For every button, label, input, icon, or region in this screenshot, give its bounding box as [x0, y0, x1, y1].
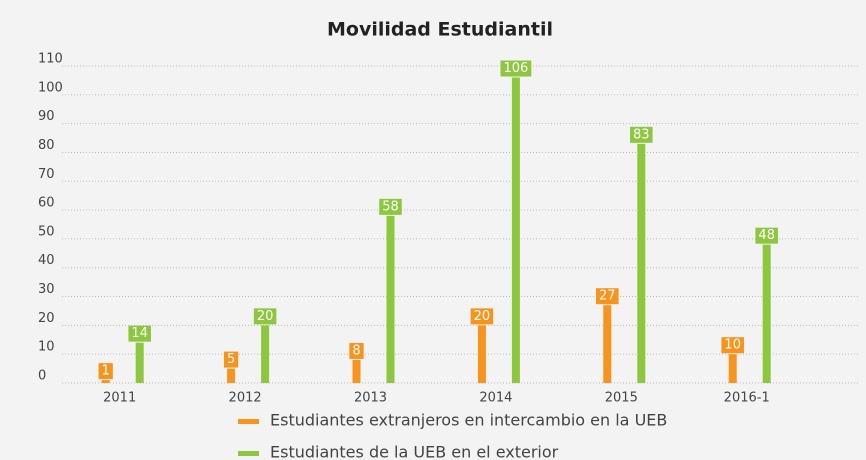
- y-tick-label: 90: [38, 109, 55, 124]
- legend-label: Estudiantes de la UEB en el exterior: [270, 443, 559, 460]
- y-tick-label: 40: [38, 253, 55, 268]
- y-tick-label: 0: [38, 369, 46, 384]
- y-tick-label: 70: [38, 167, 55, 182]
- value-label: 27: [599, 289, 616, 304]
- x-tick-label: 2016-1: [724, 391, 770, 406]
- value-label: 48: [758, 228, 775, 243]
- x-tick-label: 2015: [605, 391, 638, 406]
- chart-title: Movilidad Estudiantil: [327, 19, 553, 41]
- value-label-box: [596, 288, 619, 305]
- value-label-box: [253, 308, 277, 325]
- legend-swatch: [238, 419, 259, 424]
- y-tick-label: 50: [38, 224, 55, 239]
- value-label: 20: [257, 309, 274, 324]
- value-label-box: [128, 325, 151, 342]
- value-label-box: [500, 60, 532, 77]
- y-tick-label: 80: [38, 138, 55, 153]
- value-label: 106: [503, 61, 528, 76]
- x-tick-label: 2012: [229, 391, 262, 406]
- y-tick-label: 100: [38, 80, 63, 95]
- value-label-box: [379, 198, 402, 215]
- bar: [135, 342, 144, 383]
- value-label-box: [721, 337, 744, 354]
- y-tick-label: 30: [38, 282, 55, 297]
- value-label-box: [630, 126, 653, 143]
- bar: [477, 325, 486, 383]
- value-label-box: [755, 227, 778, 244]
- legend-swatch: [238, 451, 259, 456]
- value-label: 5: [227, 352, 235, 367]
- bar: [261, 325, 270, 383]
- bar: [352, 359, 361, 383]
- bar: [101, 380, 110, 383]
- y-tick-label: 10: [38, 340, 55, 355]
- bar: [728, 354, 737, 383]
- bar: [511, 77, 520, 383]
- value-label-box: [470, 308, 494, 325]
- value-label: 10: [724, 338, 741, 353]
- bar: [227, 368, 236, 383]
- value-label: 20: [474, 309, 491, 324]
- value-label-box: [98, 363, 113, 380]
- value-label: 8: [352, 343, 360, 358]
- value-label: 14: [131, 326, 148, 341]
- x-tick-label: 2011: [103, 391, 136, 406]
- legend-label: Estudiantes extranjeros en intercambio e…: [270, 411, 667, 430]
- bar: [386, 215, 395, 383]
- value-label-box: [223, 351, 239, 368]
- value-label: 1: [102, 364, 110, 379]
- value-label: 58: [382, 199, 399, 214]
- y-tick-label: 110: [38, 52, 63, 67]
- x-tick-label: 2014: [479, 391, 512, 406]
- bar: [762, 244, 771, 383]
- value-label-box: [349, 342, 364, 359]
- x-tick-label: 2013: [354, 391, 387, 406]
- y-tick-label: 60: [38, 196, 55, 211]
- bar: [637, 143, 646, 383]
- value-label: 83: [633, 127, 650, 142]
- y-tick-label: 20: [38, 311, 55, 326]
- bar: [603, 305, 612, 383]
